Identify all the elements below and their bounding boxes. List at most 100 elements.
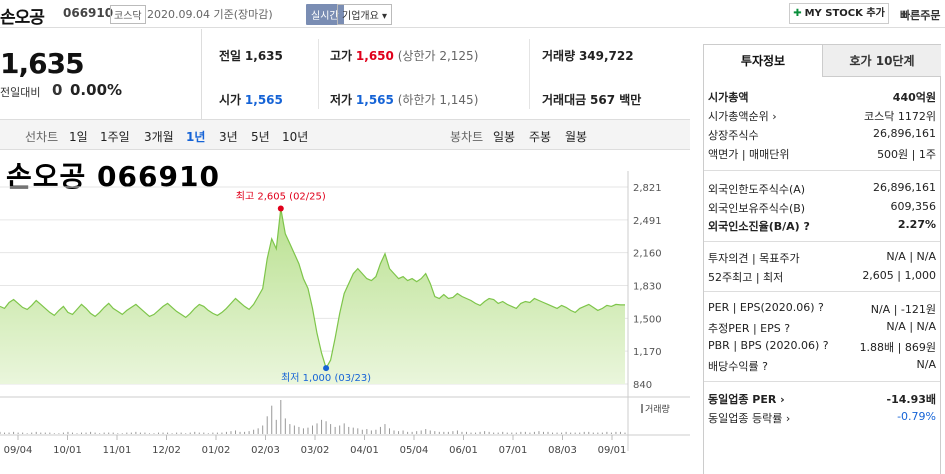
volume-bar (506, 432, 508, 434)
volume-bar (207, 433, 209, 434)
volume-bar (443, 431, 445, 434)
volume-bar (583, 431, 585, 434)
current-price-panel: 1,635 전일대비 0 0.00% (0, 29, 202, 119)
quick-order-link[interactable]: 빠른주문 (900, 9, 941, 22)
stock-name: 손오공 (0, 8, 45, 28)
volume-bar (610, 432, 612, 434)
candle-monthly[interactable]: 월봉 (565, 130, 588, 144)
volume-bar (53, 433, 55, 434)
volume-bar (384, 424, 386, 434)
company-info-button[interactable]: 기업개요 ▾ (337, 4, 392, 25)
volume-bar (266, 416, 268, 434)
x-tick-label: 10/01 (53, 445, 82, 456)
volume-bar (230, 431, 232, 434)
volume-bar (189, 432, 191, 434)
volume-bar (257, 428, 259, 434)
date-text: 2020.09.04 기준(장마감) (147, 8, 273, 21)
volume-bar (108, 432, 110, 434)
low-label: 최저 1,000 (03/23) (281, 372, 371, 384)
info-row: PER | EPS(2020.06) ? N/A | -121원 (708, 301, 936, 319)
info-key: 시가총액순위 › (708, 110, 777, 123)
volume-bar (121, 433, 123, 434)
market-badge: 코스닥 (110, 5, 146, 24)
period-1d[interactable]: 1일 (69, 130, 88, 144)
tab-order-book[interactable]: 호가 10단계 (822, 45, 941, 77)
volume-bar (343, 423, 345, 434)
volume-bar (488, 431, 490, 434)
volume-bar (85, 432, 87, 434)
x-tick-label: 06/01 (449, 445, 478, 456)
volume-bar (565, 431, 567, 434)
volume-bar (212, 432, 214, 434)
volume-bar (35, 431, 37, 434)
volume-bar (158, 432, 160, 434)
volume-legend: 거래량 (645, 403, 670, 415)
price-line (0, 208, 625, 370)
volume-bar (162, 432, 164, 434)
period-3y[interactable]: 3년 (219, 130, 238, 144)
volume-bar (44, 432, 46, 434)
period-5y[interactable]: 5년 (251, 130, 270, 144)
period-1y[interactable]: 1년 (186, 130, 206, 144)
volume-bar (221, 432, 223, 434)
x-tick-label: 04/01 (350, 445, 379, 456)
open-value: 1,565 (244, 93, 283, 107)
info-row: 외국인소진율(B/A) ? 2.27% (708, 218, 936, 236)
info-value: N/A | N/A (886, 320, 936, 333)
info-row: 추정PER | EPS ? N/A | N/A (708, 320, 936, 338)
volume-bar (198, 432, 200, 434)
volume-bar (17, 432, 19, 434)
info-value: N/A | -121원 (870, 303, 936, 316)
period-3m[interactable]: 3개월 (144, 130, 174, 144)
current-price: 1,635 (0, 47, 85, 80)
volume-bar (4, 432, 6, 434)
info-row: 동일업종 PER › -14.93배 (708, 391, 936, 409)
x-tick-label: 12/02 (152, 445, 181, 456)
volume-bar (348, 426, 350, 434)
info-value: -0.79% (897, 410, 936, 423)
period-1w[interactable]: 1주일 (100, 130, 130, 144)
info-value: 1.88배 | 869원 (859, 341, 936, 354)
info-value: 2,605 | 1,000 (862, 269, 936, 282)
volume-bar (438, 431, 440, 434)
volume-bar (456, 430, 458, 434)
x-tick-label: 09/01 (598, 445, 627, 456)
volume-bar (619, 431, 621, 434)
volume-bar (180, 432, 182, 434)
realtime-button[interactable]: 실시간 (306, 4, 344, 25)
period-10y[interactable]: 10년 (282, 130, 309, 144)
high-label: 최고 2,605 (02/25) (236, 190, 326, 202)
info-row: 상장주식수 26,896,161 (708, 127, 936, 145)
candle-weekly[interactable]: 주봉 (529, 130, 552, 144)
info-key: 동일업종 PER › (708, 393, 785, 406)
volume-bar (117, 433, 119, 434)
y-tick-label: 1,500 (633, 314, 662, 325)
volume-bar (225, 431, 227, 434)
volume-bar (538, 431, 540, 434)
volume-bar (62, 432, 64, 434)
y-tick-label: 840 (633, 380, 652, 391)
y-tick-label: 1,830 (633, 282, 662, 293)
volume-bar (153, 433, 155, 434)
volume-bar (375, 429, 377, 434)
info-value: 500원 | 1주 (877, 148, 936, 161)
volume-bar (280, 400, 282, 434)
volume-bar (579, 432, 581, 434)
price-chart: 손오공 066910 2,821 2,491 2,160 1,830 1,500 1,17… (0, 151, 690, 474)
add-mystock-button[interactable]: ✚ MY STOCK 추가 (789, 3, 889, 24)
volume-bar (393, 430, 395, 434)
investment-info-panel: 투자정보 호가 10단계 시가총액 440억원 시가총액순위 › 코스닥 1172위 상… (703, 44, 941, 474)
volume-bar (352, 427, 354, 434)
volume-bar (130, 432, 132, 434)
tab-investment-info[interactable]: 투자정보 (704, 45, 822, 77)
volume-bar (461, 431, 463, 434)
candle-daily[interactable]: 일봉 (493, 130, 516, 144)
x-tick-label: 08/03 (548, 445, 577, 456)
volume-bar (144, 432, 146, 434)
add-mystock-label: MY STOCK 추가 (804, 8, 885, 19)
high-label: 고가 (330, 49, 353, 63)
volume-bar (465, 431, 467, 434)
volume-value: 349,722 (578, 49, 634, 63)
volume-bar (271, 405, 273, 434)
info-value: N/A | N/A (886, 250, 936, 263)
